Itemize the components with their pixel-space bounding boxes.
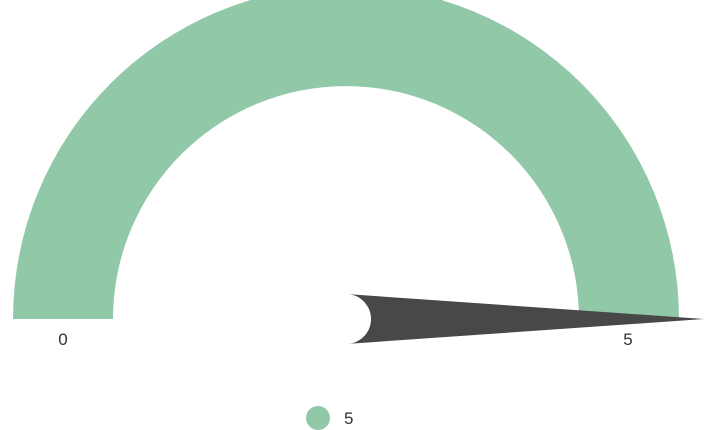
legend-label: 5	[344, 409, 353, 428]
legend-marker	[306, 406, 330, 430]
gauge-max-label: 5	[623, 330, 632, 349]
gauge-min-label: 0	[58, 330, 67, 349]
legend: 5	[306, 406, 353, 430]
gauge-needle	[346, 294, 704, 344]
gauge-band	[13, 0, 679, 319]
